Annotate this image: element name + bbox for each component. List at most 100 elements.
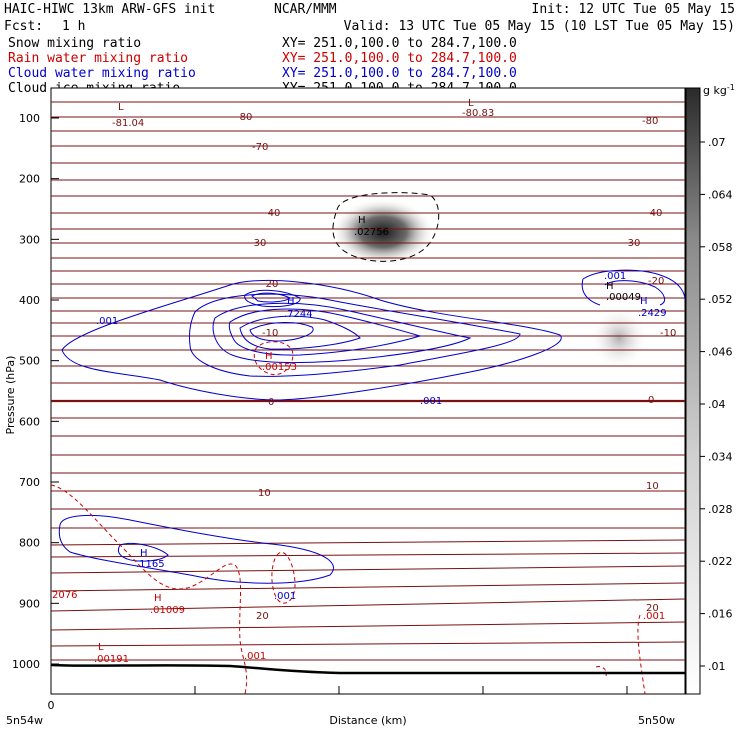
colorbar-scale xyxy=(685,87,701,695)
y-axis: 100 200 300 400 500 600 700 800 900 1000 Pressure… xyxy=(4,112,59,671)
legend-snow: Snow mixing ratio xyxy=(8,36,141,51)
isotherm-label: -20 xyxy=(648,276,664,287)
legend-cloud-water: Cloud water mixing ratio xyxy=(8,66,196,81)
y-axis-label: Pressure (hPa) xyxy=(4,356,17,435)
rain-water-contour xyxy=(637,614,646,694)
cloud-water-contour xyxy=(117,542,169,562)
x-axis-right-location: 5n50w xyxy=(638,714,675,727)
cloud-water-contour xyxy=(228,308,422,356)
isotherm-label: -80 xyxy=(236,112,252,123)
rain-water-max-marker: H xyxy=(265,351,273,362)
isotherm-extreme-value: -81.04 xyxy=(112,118,144,129)
rain-water-min-marker: L xyxy=(98,642,104,653)
cloud-water-max-marker: H xyxy=(140,548,148,559)
y-tick-label: 900 xyxy=(19,597,40,610)
isotherm-label: -30 xyxy=(624,238,640,249)
contour-labels: L -81.04 L -80.83 -80 -80 -70 -40 -40 -3… xyxy=(52,98,676,665)
cloud-water-max-value: .1165 xyxy=(136,559,165,570)
cloud-water-label: .001 xyxy=(420,396,442,407)
colorbar-tick-label: .04 xyxy=(708,398,726,411)
isotherm xyxy=(51,598,685,612)
isotherm-label: 0 xyxy=(268,397,274,408)
fcst-value: 1 h xyxy=(62,19,85,34)
isotherm-label: -30 xyxy=(250,238,266,249)
field-legend: Snow mixing ratio XY= 251.0,100.0 to 284… xyxy=(8,36,517,96)
cloud-water-contour xyxy=(239,315,361,350)
isotherm-extreme-value: -80.83 xyxy=(462,108,494,119)
isotherm-label: -10 xyxy=(262,328,278,339)
cloud-water-label: .001 xyxy=(96,316,118,327)
isotherm-label: -40 xyxy=(646,208,662,219)
y-tick-label: 100 xyxy=(19,112,40,125)
legend-cloud-water-xsec: XY= 251.0,100.0 to 284.7,100.0 xyxy=(282,66,517,81)
rain-water-label: .001 xyxy=(643,611,665,622)
colorbar-tick-label: .058 xyxy=(708,241,733,254)
isotherm-label: 10 xyxy=(646,481,659,492)
isotherm-label: 10 xyxy=(258,488,271,499)
rain-water-min-value: .00191 xyxy=(94,654,129,665)
snow-contour xyxy=(332,192,440,262)
model-title: HAIC-HIWC 13km ARW-GFS init xyxy=(4,2,215,17)
colorbar-tick-label: .046 xyxy=(708,346,733,359)
y-tick-label: 500 xyxy=(19,355,40,368)
valid-time: Valid: 13 UTC Tue 05 May 15 (10 LST Tue … xyxy=(344,19,735,34)
cloud-water-contour xyxy=(604,280,666,306)
rain-water-label: .001 xyxy=(244,651,266,662)
x-axis-left-location: 5n54w xyxy=(6,714,43,727)
isotherm-label: 0 xyxy=(648,395,654,406)
rain-water-max-marker: H xyxy=(154,593,162,604)
cloud-water-max-value: .2429 xyxy=(638,308,667,319)
rain-water-max-value: .01009 xyxy=(150,605,185,616)
x-axis-zero: 0 xyxy=(48,699,55,712)
colorbar-unit: g kg-1 xyxy=(703,83,735,97)
rain-water-contour xyxy=(595,666,607,677)
cloud-water-max-value: .7244 xyxy=(284,309,313,320)
rain-water-contours xyxy=(51,341,646,694)
colorbar-tick-label: .01 xyxy=(708,660,726,673)
isotherm xyxy=(51,582,685,592)
cloud-water-max-marker: H xyxy=(287,296,295,307)
snow-max-marker: H xyxy=(358,215,366,226)
rain-water-contour xyxy=(271,552,296,604)
cloud-water-max-marker: H xyxy=(640,296,648,307)
colorbar: g kg-1 .07 .064 .058 .052 .046 .04 .034 .028 .02… xyxy=(685,83,735,695)
plot-contents xyxy=(51,101,685,694)
legend-rain: Rain water mixing ratio xyxy=(8,51,188,66)
colorbar-tick-label: .016 xyxy=(708,608,733,621)
isotherm-extreme-marker: L xyxy=(468,98,474,109)
cloud-water-label: .001 xyxy=(604,271,626,282)
rain-water-contour xyxy=(253,341,294,376)
isotherm-label: -80 xyxy=(642,116,658,127)
isotherm xyxy=(51,552,685,558)
cloud-water-contours xyxy=(58,269,685,584)
snow-shading xyxy=(331,198,435,266)
y-tick-label: 800 xyxy=(19,537,40,550)
y-tick-label: 300 xyxy=(19,233,40,246)
x-axis: 0 Distance (km) 5n54w 5n50w xyxy=(6,686,675,727)
cloud-water-contour xyxy=(251,292,291,303)
y-tick-label: 200 xyxy=(19,173,40,186)
cloud-ice-max-marker: H xyxy=(606,281,614,292)
isotherm-label: 20 xyxy=(256,611,269,622)
colorbar-tick-label: .052 xyxy=(708,293,733,306)
x-axis-label: Distance (km) xyxy=(329,714,406,727)
isotherm-label: -20 xyxy=(262,279,278,290)
y-tick-label: 400 xyxy=(19,294,40,307)
plot-area xyxy=(50,87,686,695)
isotherm-label: -40 xyxy=(264,208,280,219)
isotherm-extreme-marker: L xyxy=(118,102,124,113)
snow-max-value: .02756 xyxy=(354,227,389,238)
rain-water-max-value: .00153 xyxy=(262,362,297,373)
y-tick-label: 600 xyxy=(19,415,40,428)
colorbar-tick-label: .028 xyxy=(708,503,733,516)
fcst-label: Fcst: xyxy=(4,19,43,34)
cloud-water-contour xyxy=(189,293,521,377)
isotherm xyxy=(51,621,685,631)
cloud-water-contour xyxy=(61,279,562,401)
colorbar-tick-label: .07 xyxy=(708,136,726,149)
legend-snow-xsec: XY= 251.0,100.0 to 284.7,100.0 xyxy=(282,36,517,51)
colorbar-tick-label: .064 xyxy=(708,188,733,201)
isotherm xyxy=(51,641,685,647)
colorbar-tick-label: .034 xyxy=(708,450,733,463)
